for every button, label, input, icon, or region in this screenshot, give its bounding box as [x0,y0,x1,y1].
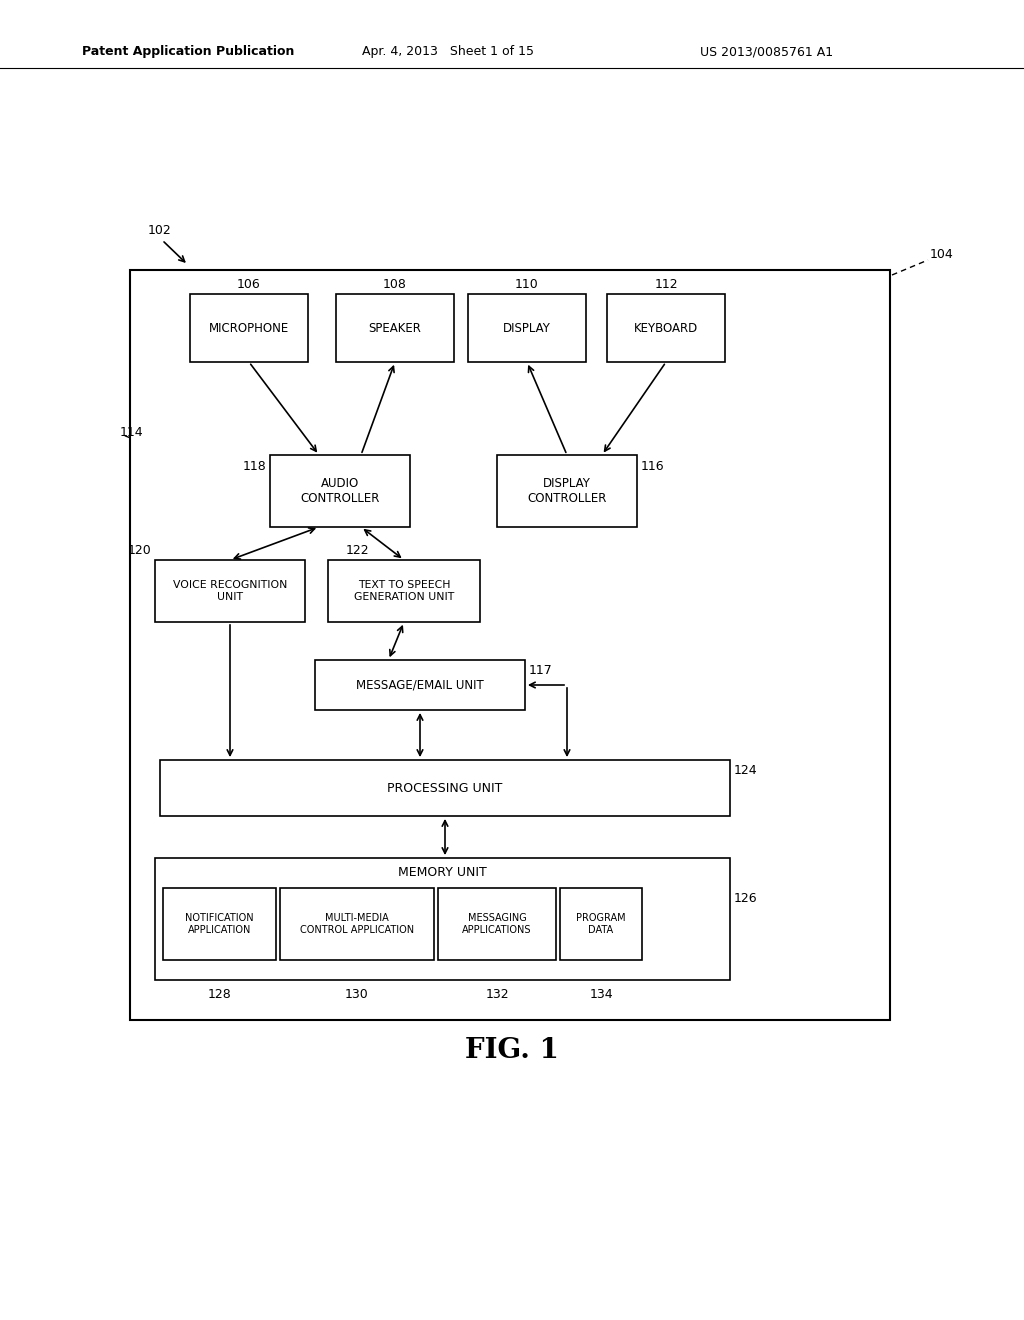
Bar [497,455,637,527]
Text: AUDIO
CONTROLLER: AUDIO CONTROLLER [300,477,380,506]
Bar [270,455,410,527]
Text: 126: 126 [734,891,758,904]
Text: Patent Application Publication: Patent Application Publication [82,45,294,58]
Text: 132: 132 [485,987,509,1001]
Text: 124: 124 [734,763,758,776]
Text: MESSAGE/EMAIL UNIT: MESSAGE/EMAIL UNIT [356,678,484,692]
Text: DISPLAY: DISPLAY [503,322,551,334]
Text: 117: 117 [529,664,553,676]
Text: DISPLAY
CONTROLLER: DISPLAY CONTROLLER [527,477,606,506]
Bar [190,294,308,362]
Bar [607,294,725,362]
Bar [130,271,890,1020]
Bar [336,294,454,362]
Text: 116: 116 [641,461,665,474]
Bar [280,888,434,960]
Text: MESSAGING
APPLICATIONS: MESSAGING APPLICATIONS [462,913,531,935]
Bar [163,888,276,960]
Text: TEXT TO SPEECH
GENERATION UNIT: TEXT TO SPEECH GENERATION UNIT [354,581,454,602]
Bar [560,888,642,960]
Text: 106: 106 [238,277,261,290]
Bar [315,660,525,710]
Text: PROCESSING UNIT: PROCESSING UNIT [387,781,503,795]
Bar [468,294,586,362]
Text: 128: 128 [208,987,231,1001]
Text: MULTI-MEDIA
CONTROL APPLICATION: MULTI-MEDIA CONTROL APPLICATION [300,913,414,935]
Text: 104: 104 [930,248,953,261]
Text: 122: 122 [346,544,370,557]
Bar [160,760,730,816]
Bar [328,560,480,622]
Text: 108: 108 [383,277,407,290]
Text: Apr. 4, 2013   Sheet 1 of 15: Apr. 4, 2013 Sheet 1 of 15 [362,45,534,58]
Text: NOTIFICATION
APPLICATION: NOTIFICATION APPLICATION [185,913,254,935]
Text: 130: 130 [345,987,369,1001]
Text: 112: 112 [654,277,678,290]
Text: MEMORY UNIT: MEMORY UNIT [398,866,486,879]
Text: 110: 110 [515,277,539,290]
Text: KEYBOARD: KEYBOARD [634,322,698,334]
Text: MICROPHONE: MICROPHONE [209,322,289,334]
Bar [148,440,723,760]
Text: 114: 114 [120,425,143,438]
Text: 134: 134 [589,987,612,1001]
Text: 120: 120 [127,544,151,557]
Text: US 2013/0085761 A1: US 2013/0085761 A1 [700,45,834,58]
Bar [155,560,305,622]
Text: SPEAKER: SPEAKER [369,322,422,334]
Bar [438,888,556,960]
Text: 118: 118 [243,461,266,474]
Bar [155,858,730,979]
Text: FIG. 1: FIG. 1 [465,1036,559,1064]
Text: 102: 102 [148,223,172,236]
Text: VOICE RECOGNITION
UNIT: VOICE RECOGNITION UNIT [173,581,287,602]
Text: PROGRAM
DATA: PROGRAM DATA [577,913,626,935]
